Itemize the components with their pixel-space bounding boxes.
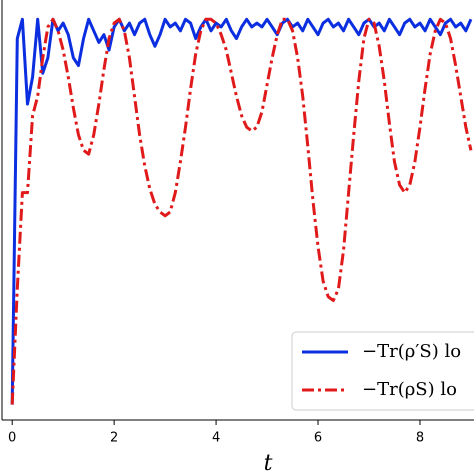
series-line bbox=[10, 17, 473, 405]
x-tick-label: 2 bbox=[110, 431, 118, 446]
legend-label: −Tr(ρS) lo bbox=[362, 379, 457, 400]
x-axis-label: t bbox=[264, 451, 273, 474]
series-line bbox=[10, 17, 473, 405]
x-tick-label: 4 bbox=[212, 431, 220, 446]
x-tick-label: 6 bbox=[314, 431, 322, 446]
x-tick-label: 8 bbox=[416, 431, 424, 446]
x-tick-label: 0 bbox=[8, 431, 16, 446]
legend-label: −Tr(ρ′S) lo bbox=[362, 341, 461, 362]
